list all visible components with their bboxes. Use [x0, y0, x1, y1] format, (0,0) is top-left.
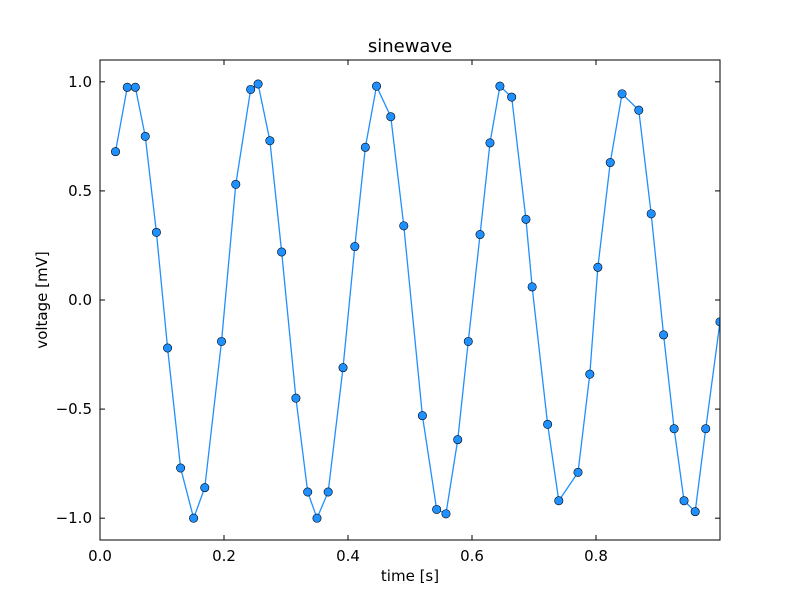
- data-point: [679, 496, 689, 506]
- data-point: [122, 82, 132, 92]
- data-point: [217, 336, 227, 346]
- data-point: [338, 363, 348, 373]
- data-point: [246, 84, 256, 94]
- y-tick-label: 0.0: [68, 291, 92, 309]
- plot-area: 0.0 0.2 0.4 0.6 0.8 1.0 0.5 0.0 −0.5 −1.0: [56, 59, 721, 565]
- data-point: [386, 112, 396, 122]
- data-point: [360, 142, 370, 152]
- data-point: [593, 262, 603, 272]
- series-group: [111, 79, 720, 523]
- data-point: [554, 496, 564, 506]
- data-point: [463, 336, 473, 346]
- x-tick-label: 0.8: [584, 547, 608, 565]
- plot-frame: [99, 59, 721, 541]
- data-point: [585, 369, 595, 379]
- y-tick-label: 0.5: [68, 182, 92, 200]
- data-point: [432, 504, 442, 514]
- x-axis-label: time [s]: [381, 567, 439, 585]
- y-tick-label: 1.0: [68, 73, 92, 91]
- data-point: [646, 209, 656, 219]
- data-point: [200, 483, 210, 493]
- data-point: [690, 507, 700, 517]
- y-axis-label: voltage [mV]: [33, 251, 51, 348]
- data-point: [350, 242, 360, 252]
- y-tick-label: −0.5: [56, 400, 92, 418]
- data-point: [417, 411, 427, 421]
- data-point: [323, 487, 333, 497]
- data-point: [441, 509, 451, 519]
- data-point: [140, 131, 150, 141]
- data-point: [189, 513, 199, 523]
- data-point: [291, 393, 301, 403]
- data-point: [659, 330, 669, 340]
- data-point: [701, 424, 711, 434]
- data-point: [495, 81, 505, 91]
- data-point: [303, 487, 313, 497]
- data-point: [543, 419, 553, 429]
- y-tick-label: −1.0: [56, 509, 92, 527]
- data-point: [176, 463, 186, 473]
- chart-title: sinewave: [368, 36, 452, 57]
- data-point: [372, 81, 382, 91]
- data-point: [253, 79, 263, 89]
- data-point: [111, 147, 121, 157]
- data-point: [312, 513, 322, 523]
- x-tick-label: 0.2: [212, 547, 236, 565]
- data-point: [453, 435, 463, 445]
- data-point: [573, 467, 583, 477]
- data-point: [617, 89, 627, 99]
- x-tick-label: 0.4: [336, 547, 360, 565]
- x-tick-label: 0.0: [88, 547, 112, 565]
- data-point: [669, 424, 679, 434]
- data-point: [277, 247, 287, 257]
- data-point: [507, 92, 517, 102]
- data-point: [521, 214, 531, 224]
- data-point: [231, 179, 241, 189]
- data-point: [634, 105, 644, 115]
- x-tick-label: 0.6: [460, 547, 484, 565]
- data-point: [265, 136, 275, 146]
- data-point: [151, 227, 161, 237]
- series-line: [114, 82, 720, 521]
- data-point: [605, 158, 615, 168]
- data-point: [527, 282, 537, 292]
- data-point: [130, 82, 140, 92]
- data-point: [475, 230, 485, 240]
- data-point: [485, 138, 495, 148]
- data-point: [399, 221, 409, 231]
- data-point: [163, 343, 173, 353]
